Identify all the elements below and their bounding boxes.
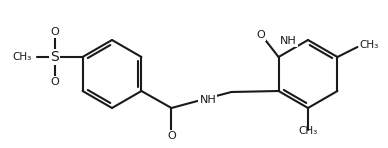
Text: CH₃: CH₃: [298, 126, 318, 136]
Text: O: O: [50, 27, 59, 37]
Text: CH₃: CH₃: [359, 40, 379, 50]
Text: S: S: [50, 50, 59, 64]
Text: O: O: [256, 30, 265, 40]
Text: O: O: [167, 131, 176, 141]
Text: NH: NH: [199, 95, 216, 105]
Text: NH: NH: [280, 36, 297, 45]
Text: O: O: [50, 77, 59, 87]
Text: CH₃: CH₃: [12, 52, 31, 62]
